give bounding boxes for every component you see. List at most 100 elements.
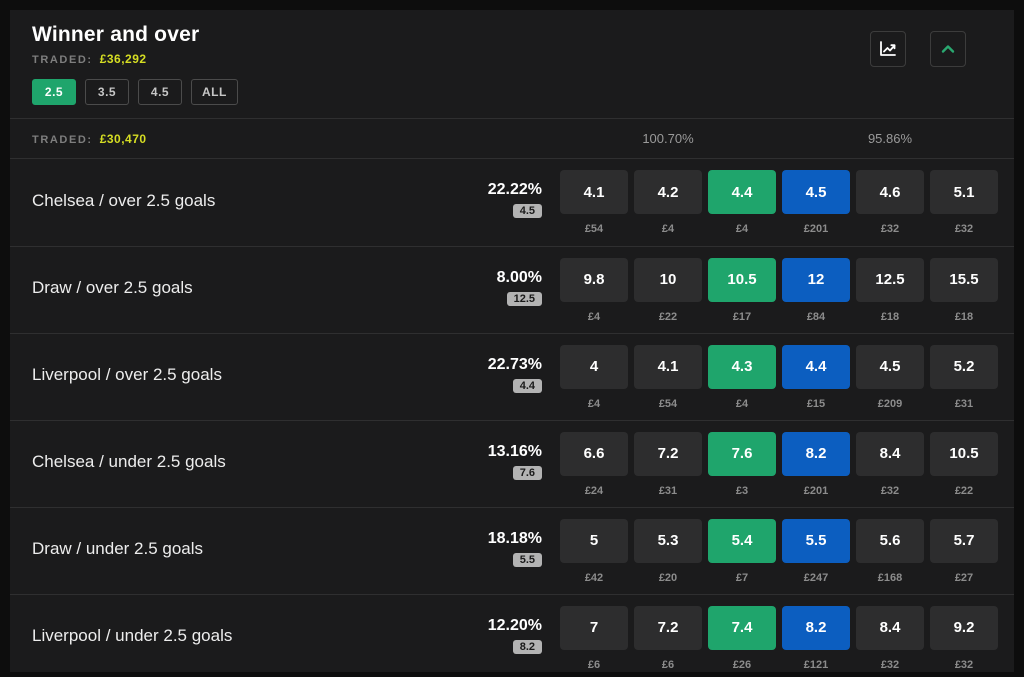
price-cell[interactable]: 4 bbox=[560, 344, 628, 389]
market-rows: Chelsea / over 2.5 goals 22.22% 4.5 4.1 … bbox=[10, 159, 1014, 672]
implied-percent: 12.20% bbox=[487, 616, 542, 634]
price-column: 8.4 £32 bbox=[856, 431, 924, 497]
price-cell[interactable]: 7.6 bbox=[708, 431, 776, 476]
price-volume: £4 bbox=[587, 397, 601, 410]
tab-line[interactable]: 3.5 bbox=[85, 79, 129, 105]
market-header-left: Winner and over TRADED: £36,292 bbox=[32, 23, 199, 66]
price-cell[interactable]: 5.4 bbox=[708, 518, 776, 563]
traded-label: TRADED: bbox=[32, 133, 93, 146]
price-cell[interactable]: 12.5 bbox=[856, 257, 924, 302]
price-cell[interactable]: 4.1 bbox=[560, 170, 628, 214]
tab-line[interactable]: 4.5 bbox=[138, 79, 182, 105]
price-cell[interactable]: 5 bbox=[560, 518, 628, 563]
price-cell[interactable]: 5.6 bbox=[856, 518, 924, 563]
last-traded-badge: 12.5 bbox=[506, 291, 542, 306]
price-cell[interactable]: 5.7 bbox=[930, 518, 998, 563]
price-volume: £27 bbox=[954, 571, 974, 584]
implied-percent: 13.16% bbox=[487, 442, 542, 460]
price-cell[interactable]: 7 bbox=[560, 605, 628, 650]
selection-meta: 22.73% 4.4 bbox=[488, 356, 542, 393]
price-column: 4.1 £54 bbox=[634, 344, 702, 410]
tab-line[interactable]: ALL bbox=[191, 79, 238, 105]
price-cell[interactable]: 5.3 bbox=[634, 518, 702, 563]
tab-line[interactable]: 2.5 bbox=[32, 79, 76, 105]
market-traded: TRADED: £36,292 bbox=[32, 52, 199, 66]
price-column: 15.5 £18 bbox=[930, 257, 998, 323]
price-volume: £6 bbox=[587, 658, 601, 671]
price-volume: £6 bbox=[661, 658, 675, 671]
price-cell[interactable]: 4.5 bbox=[782, 170, 850, 214]
price-volume: £31 bbox=[954, 397, 974, 410]
price-volume: £168 bbox=[877, 571, 903, 584]
price-cell[interactable]: 5.1 bbox=[930, 170, 998, 214]
price-cell[interactable]: 7.2 bbox=[634, 431, 702, 476]
price-column: 4.5 £201 bbox=[782, 170, 850, 235]
price-cell[interactable]: 10.5 bbox=[930, 431, 998, 476]
submarket-traded: TRADED: £30,470 bbox=[32, 132, 542, 146]
selection-label: Draw / over 2.5 goals bbox=[32, 278, 193, 297]
selection-label: Chelsea / over 2.5 goals bbox=[32, 190, 216, 210]
price-cell[interactable]: 6.6 bbox=[560, 431, 628, 476]
price-column: 9.2 £32 bbox=[930, 605, 998, 671]
market-row: Chelsea / over 2.5 goals 22.22% 4.5 4.1 … bbox=[10, 159, 1014, 246]
price-column: 7.6 £3 bbox=[708, 431, 776, 497]
chart-line-icon bbox=[878, 39, 898, 59]
price-cell[interactable]: 8.4 bbox=[856, 605, 924, 650]
price-cell[interactable]: 15.5 bbox=[930, 257, 998, 302]
price-volume: £209 bbox=[877, 397, 903, 410]
chart-button[interactable] bbox=[870, 31, 906, 67]
price-cell[interactable]: 9.2 bbox=[930, 605, 998, 650]
price-cell[interactable]: 7.2 bbox=[634, 605, 702, 650]
price-cell[interactable]: 4.1 bbox=[634, 344, 702, 389]
price-cell[interactable]: 7.4 bbox=[708, 605, 776, 650]
price-column: 8.2 £201 bbox=[782, 431, 850, 497]
price-column: 5.6 £168 bbox=[856, 518, 924, 584]
price-column: 6.6 £24 bbox=[560, 431, 628, 497]
collapse-button[interactable] bbox=[930, 31, 966, 67]
selection-meta: 22.22% 4.5 bbox=[488, 181, 542, 218]
price-cell[interactable]: 10 bbox=[634, 257, 702, 302]
price-grid: 4.1 £54 4.2 £4 4.4 £4 4.5 £201 4.6 £32 5… bbox=[560, 170, 998, 235]
selection-meta: 12.20% 8.2 bbox=[488, 617, 542, 654]
price-column: 7.2 £6 bbox=[634, 605, 702, 671]
price-cell[interactable]: 8.2 bbox=[782, 605, 850, 650]
price-column: 10.5 £22 bbox=[930, 431, 998, 497]
price-cell[interactable]: 5.5 bbox=[782, 518, 850, 563]
price-volume: £15 bbox=[806, 397, 826, 410]
price-column: 5.4 £7 bbox=[708, 518, 776, 584]
price-volume: £22 bbox=[954, 484, 974, 497]
last-traded-badge: 4.4 bbox=[512, 378, 542, 393]
price-grid: 4 £4 4.1 £54 4.3 £4 4.4 £15 4.5 £209 5.2… bbox=[560, 344, 998, 410]
last-traded-badge: 7.6 bbox=[512, 465, 542, 480]
chevron-up-icon bbox=[939, 40, 957, 58]
price-cell[interactable]: 4.5 bbox=[856, 344, 924, 389]
price-cell[interactable]: 4.2 bbox=[634, 170, 702, 214]
market-row: Draw / over 2.5 goals 8.00% 12.5 9.8 £4 … bbox=[10, 246, 1014, 333]
market-subheader: TRADED: £30,470 100.70% 95.86% bbox=[10, 118, 1014, 159]
selection-label: Chelsea / under 2.5 goals bbox=[32, 452, 226, 471]
price-cell[interactable]: 4.6 bbox=[856, 170, 924, 214]
price-volume: £17 bbox=[732, 310, 752, 323]
price-cell[interactable]: 10.5 bbox=[708, 257, 776, 302]
last-traded-badge: 8.2 bbox=[512, 639, 542, 654]
back-book-percent: 100.70% bbox=[642, 131, 694, 146]
price-column: 5.7 £27 bbox=[930, 518, 998, 584]
price-column: 4.4 £4 bbox=[708, 170, 776, 235]
price-cell[interactable]: 8.2 bbox=[782, 431, 850, 476]
price-cell[interactable]: 4.4 bbox=[708, 170, 776, 214]
price-column: 7 £6 bbox=[560, 605, 628, 671]
price-cell[interactable]: 9.8 bbox=[560, 257, 628, 302]
price-column: 5.1 £32 bbox=[930, 170, 998, 235]
traded-value: £36,292 bbox=[99, 52, 147, 66]
price-column: 5.3 £20 bbox=[634, 518, 702, 584]
price-cell[interactable]: 4.3 bbox=[708, 344, 776, 389]
price-cell[interactable]: 5.2 bbox=[930, 344, 998, 389]
price-volume: £32 bbox=[954, 223, 974, 235]
price-cell[interactable]: 8.4 bbox=[856, 431, 924, 476]
price-cell[interactable]: 4.4 bbox=[782, 344, 850, 389]
price-column: 5.5 £247 bbox=[782, 518, 850, 584]
line-tabs: 2.5 3.5 4.5 ALL bbox=[10, 67, 1014, 118]
price-cell[interactable]: 12 bbox=[782, 257, 850, 302]
price-volume: £7 bbox=[735, 571, 749, 584]
price-column: 12.5 £18 bbox=[856, 257, 924, 323]
